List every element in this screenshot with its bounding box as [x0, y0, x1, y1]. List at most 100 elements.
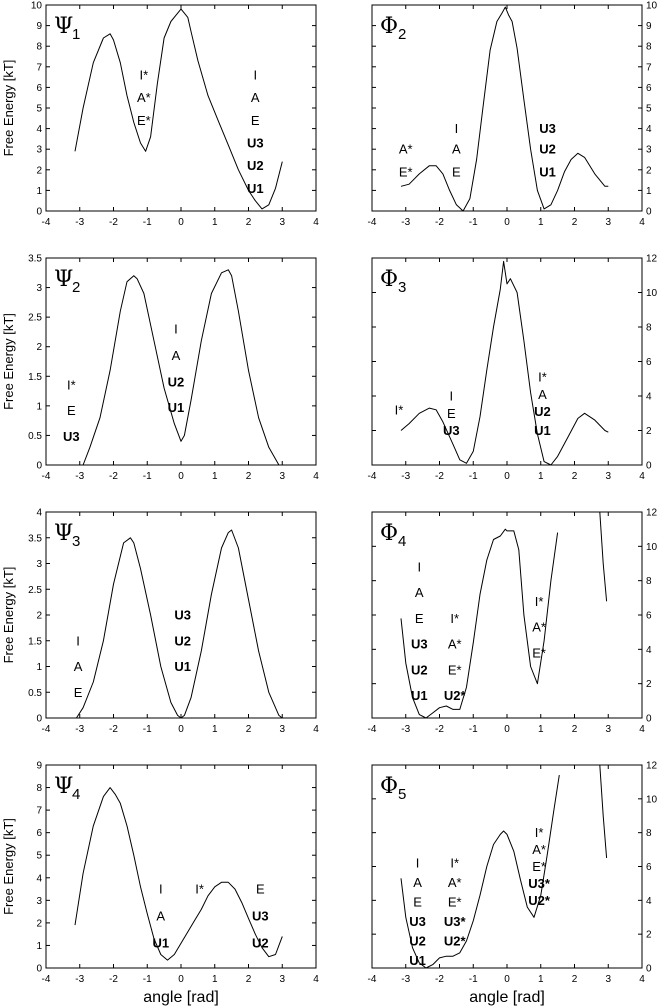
x-tick-label: 3: [279, 974, 285, 985]
state-annotation: U2: [411, 662, 428, 677]
y-tick-label: 4: [36, 873, 42, 884]
state-annotation: I: [76, 633, 80, 648]
y-tick-label: 3: [36, 145, 42, 156]
state-annotation: U3: [252, 909, 269, 924]
y-tick-label: 2: [646, 426, 652, 437]
free-energy-curve-1: [400, 775, 560, 969]
y-tick-label: 0: [646, 207, 652, 218]
x-tick-label: -2: [109, 471, 118, 482]
panel-title-subscript: 5: [398, 786, 406, 803]
y-tick-label: 3: [36, 283, 42, 294]
y-tick-label: 8: [36, 783, 42, 794]
x-tick-label: -2: [435, 471, 444, 482]
x-tick-label: 3: [605, 724, 611, 735]
panel-title: Ψ: [54, 774, 73, 799]
state-annotation: U1: [152, 936, 169, 951]
state-annotation: A*: [448, 875, 462, 890]
state-annotation: U2: [174, 633, 191, 648]
state-annotation: I*: [67, 378, 76, 393]
free-energy-curve-1: [400, 6, 609, 212]
state-annotation: U1: [174, 659, 191, 674]
state-annotation: I: [416, 856, 420, 871]
y-tick-label: 8: [646, 42, 652, 53]
y-tick-label: 12: [646, 254, 658, 265]
state-annotation: E*: [448, 662, 462, 677]
panel-title: Φ: [380, 774, 398, 799]
x-tick-label: 4: [639, 974, 645, 985]
x-tick-label: -4: [42, 471, 51, 482]
y-tick-label: 10: [646, 542, 658, 553]
state-annotation: E: [413, 895, 422, 910]
y-tick-label: 2: [646, 679, 652, 690]
state-annotation: U1: [168, 400, 185, 415]
x-tick-label: 0: [178, 471, 184, 482]
state-annotation: A*: [399, 142, 413, 157]
y-tick-label: 6: [646, 357, 652, 368]
x-tick-label: 2: [246, 471, 252, 482]
panel-title: Ψ: [54, 14, 73, 39]
state-annotation: I: [253, 68, 257, 83]
state-annotation: I: [450, 389, 454, 404]
x-tick-label: 0: [178, 974, 184, 985]
x-tick-label: -4: [368, 217, 377, 228]
x-tick-label: -2: [109, 724, 118, 735]
state-annotation: A: [74, 659, 83, 674]
y-tick-label: 3: [36, 896, 42, 907]
x-tick-label: -3: [401, 217, 410, 228]
y-tick-label: 4: [36, 124, 42, 135]
state-annotation: I*: [450, 611, 459, 626]
state-annotation: A: [538, 387, 547, 402]
y-tick-label: 1.5: [28, 636, 42, 647]
state-annotation: U3*: [444, 914, 467, 929]
x-tick-label: -4: [42, 724, 51, 735]
x-tick-label: 3: [605, 217, 611, 228]
x-tick-label: -3: [401, 974, 410, 985]
y-tick-label: 6: [36, 83, 42, 94]
state-annotation: I: [174, 321, 178, 336]
y-tick-label: 0: [36, 714, 42, 725]
y-tick-label: 0: [646, 964, 652, 975]
y-tick-label: 10: [646, 794, 658, 805]
y-tick-label: 7: [36, 806, 42, 817]
x-tick-label: 0: [178, 724, 184, 735]
y-tick-label: 0: [646, 461, 652, 472]
free-energy-curve-1: [74, 787, 283, 961]
state-annotation: A: [413, 875, 422, 890]
x-tick-label: 4: [639, 471, 645, 482]
x-tick-label: -1: [469, 471, 478, 482]
y-tick-label: 1: [36, 941, 42, 952]
state-annotation: U3: [539, 121, 556, 136]
y-tick-label: 5: [646, 104, 652, 115]
x-tick-label: 2: [246, 724, 252, 735]
state-annotation: E: [74, 685, 83, 700]
panel-title-subscript: 1: [72, 26, 80, 43]
y-tick-label: 1: [36, 186, 42, 197]
x-tick-label: -3: [75, 217, 84, 228]
state-annotation: U2*: [444, 933, 467, 948]
y-tick-label: 3.5: [28, 533, 42, 544]
x-axis-label: angle [rad]: [469, 989, 545, 1006]
y-tick-label: 12: [646, 761, 658, 772]
state-annotation: E: [452, 164, 461, 179]
plot-frame: [45, 4, 317, 212]
y-tick-label: 8: [646, 323, 652, 334]
panel-title: Φ: [380, 267, 398, 292]
state-annotation: U3: [411, 637, 428, 652]
x-tick-label: 1: [538, 724, 544, 735]
state-annotation: I*: [140, 68, 149, 83]
x-tick-label: -3: [75, 724, 84, 735]
x-tick-label: 4: [313, 974, 319, 985]
y-tick-label: 6: [646, 862, 652, 873]
panel-title: Φ: [380, 14, 398, 39]
state-annotation: A: [415, 585, 424, 600]
x-tick-label: -2: [109, 217, 118, 228]
x-tick-label: -3: [401, 471, 410, 482]
x-tick-label: 2: [572, 471, 578, 482]
panel-title: Ψ: [54, 267, 73, 292]
y-tick-label: 3: [646, 145, 652, 156]
y-tick-label: 6: [646, 83, 652, 94]
state-annotation: U2: [247, 158, 264, 173]
